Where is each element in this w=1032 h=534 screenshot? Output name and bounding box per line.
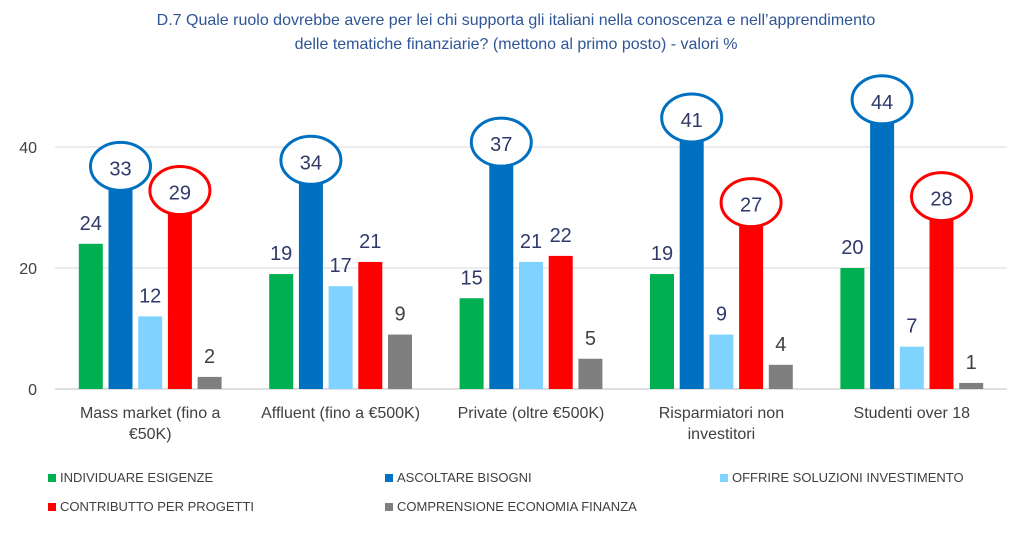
highlight-circle xyxy=(148,165,212,217)
data-label: 1 xyxy=(966,352,977,374)
data-label: 9 xyxy=(394,304,405,326)
bar xyxy=(459,298,484,389)
data-label: 5 xyxy=(585,328,596,350)
legend-label: OFFRIRE SOLUZIONI INVESTIMENTO xyxy=(732,470,964,485)
data-label: 15 xyxy=(460,267,482,289)
data-label: 44 xyxy=(871,92,893,114)
y-tick-label: 0 xyxy=(28,382,37,399)
data-label: 21 xyxy=(520,231,542,253)
legend-swatch-red xyxy=(48,502,56,511)
data-label: 17 xyxy=(329,255,351,277)
highlight-circle xyxy=(89,140,152,192)
bar xyxy=(519,261,543,389)
data-label: 22 xyxy=(550,225,572,247)
bar xyxy=(328,286,353,389)
highlight-circle xyxy=(719,177,783,229)
highlight-circle xyxy=(910,171,973,223)
x-tick-label: Private (oltre €500K) xyxy=(458,405,605,422)
x-tick-label: Mass market (fino a xyxy=(80,405,221,422)
bar xyxy=(739,225,764,389)
bar xyxy=(578,358,603,389)
highlight-circle xyxy=(660,92,724,144)
bar xyxy=(959,382,984,389)
data-label: 37 xyxy=(490,134,512,156)
legend-item-contributto-progetti: CONTRIBUTTO PER PROGETTI xyxy=(48,499,254,514)
x-tick-label: Studenti over 18 xyxy=(854,405,971,422)
bar xyxy=(709,334,734,389)
data-label: 29 xyxy=(169,183,191,205)
data-label: 19 xyxy=(651,243,673,265)
chart-title: D.7 Quale ruolo dovrebbe avere per lei c… xyxy=(60,9,972,57)
x-tick-label: €50K) xyxy=(129,426,172,443)
highlight-circle xyxy=(850,74,914,126)
bar xyxy=(108,189,133,389)
bar xyxy=(298,183,323,389)
bar xyxy=(650,274,674,389)
x-tick-label: investitori xyxy=(688,426,756,443)
bar xyxy=(840,268,865,389)
legend-item-offrire-soluzioni: OFFRIRE SOLUZIONI INVESTIMENTO xyxy=(720,470,964,485)
data-label: 34 xyxy=(300,152,322,174)
legend-label: ASCOLTARE BISOGNI xyxy=(397,470,532,485)
data-label: 27 xyxy=(740,195,762,217)
highlight-circle xyxy=(469,116,533,168)
highlight-circle xyxy=(279,134,343,186)
bar xyxy=(167,213,192,389)
legend-label: COMPRENSIONE ECONOMIA FINANZA xyxy=(397,499,637,514)
data-label: 41 xyxy=(681,110,703,132)
data-label: 28 xyxy=(930,189,952,211)
legend-label: INDIVIDUARE ESIGENZE xyxy=(60,470,214,485)
data-label: 9 xyxy=(716,304,727,326)
legend-item-individuare-esigenze: INDIVIDUARE ESIGENZE xyxy=(48,470,213,485)
bar xyxy=(489,165,514,389)
legend-swatch-lightblue xyxy=(720,473,728,482)
bar xyxy=(548,255,573,389)
bar xyxy=(78,243,103,389)
x-tick-label: Risparmiatori non xyxy=(659,405,784,422)
chart-title-line-2: delle tematiche finanziarie? (mettono al… xyxy=(294,36,738,53)
data-label: 2 xyxy=(204,346,215,368)
legend-item-comprensione-economia: COMPRENSIONE ECONOMIA FINANZA xyxy=(385,499,637,514)
y-tick-label: 20 xyxy=(19,261,37,278)
y-tick-label: 40 xyxy=(19,140,37,157)
legend-swatch-gray xyxy=(385,502,393,511)
bar xyxy=(197,376,222,389)
bar xyxy=(388,334,412,389)
data-label: 21 xyxy=(359,231,381,253)
bar xyxy=(679,140,704,389)
bar xyxy=(138,316,163,389)
bar xyxy=(358,261,383,389)
bar xyxy=(768,364,793,389)
data-label: 7 xyxy=(906,316,917,338)
data-label: 19 xyxy=(270,243,292,265)
bar xyxy=(899,346,924,389)
data-label: 20 xyxy=(841,237,863,259)
x-tick-label: Affluent (fino a €500K) xyxy=(261,405,420,422)
data-label: 12 xyxy=(139,285,161,307)
data-label: 24 xyxy=(80,213,102,235)
bar xyxy=(870,122,895,390)
data-label: 33 xyxy=(109,158,131,180)
bar xyxy=(929,219,954,389)
legend-item-ascoltare-bisogni: ASCOLTARE BISOGNI xyxy=(385,470,532,485)
bar xyxy=(269,274,294,389)
legend-swatch-green xyxy=(48,473,56,482)
chart-title-line-1: D.7 Quale ruolo dovrebbe avere per lei c… xyxy=(156,12,876,29)
legend-label: CONTRIBUTTO PER PROGETTI xyxy=(60,499,255,514)
data-label: 4 xyxy=(775,334,786,356)
legend-swatch-blue xyxy=(385,473,393,482)
